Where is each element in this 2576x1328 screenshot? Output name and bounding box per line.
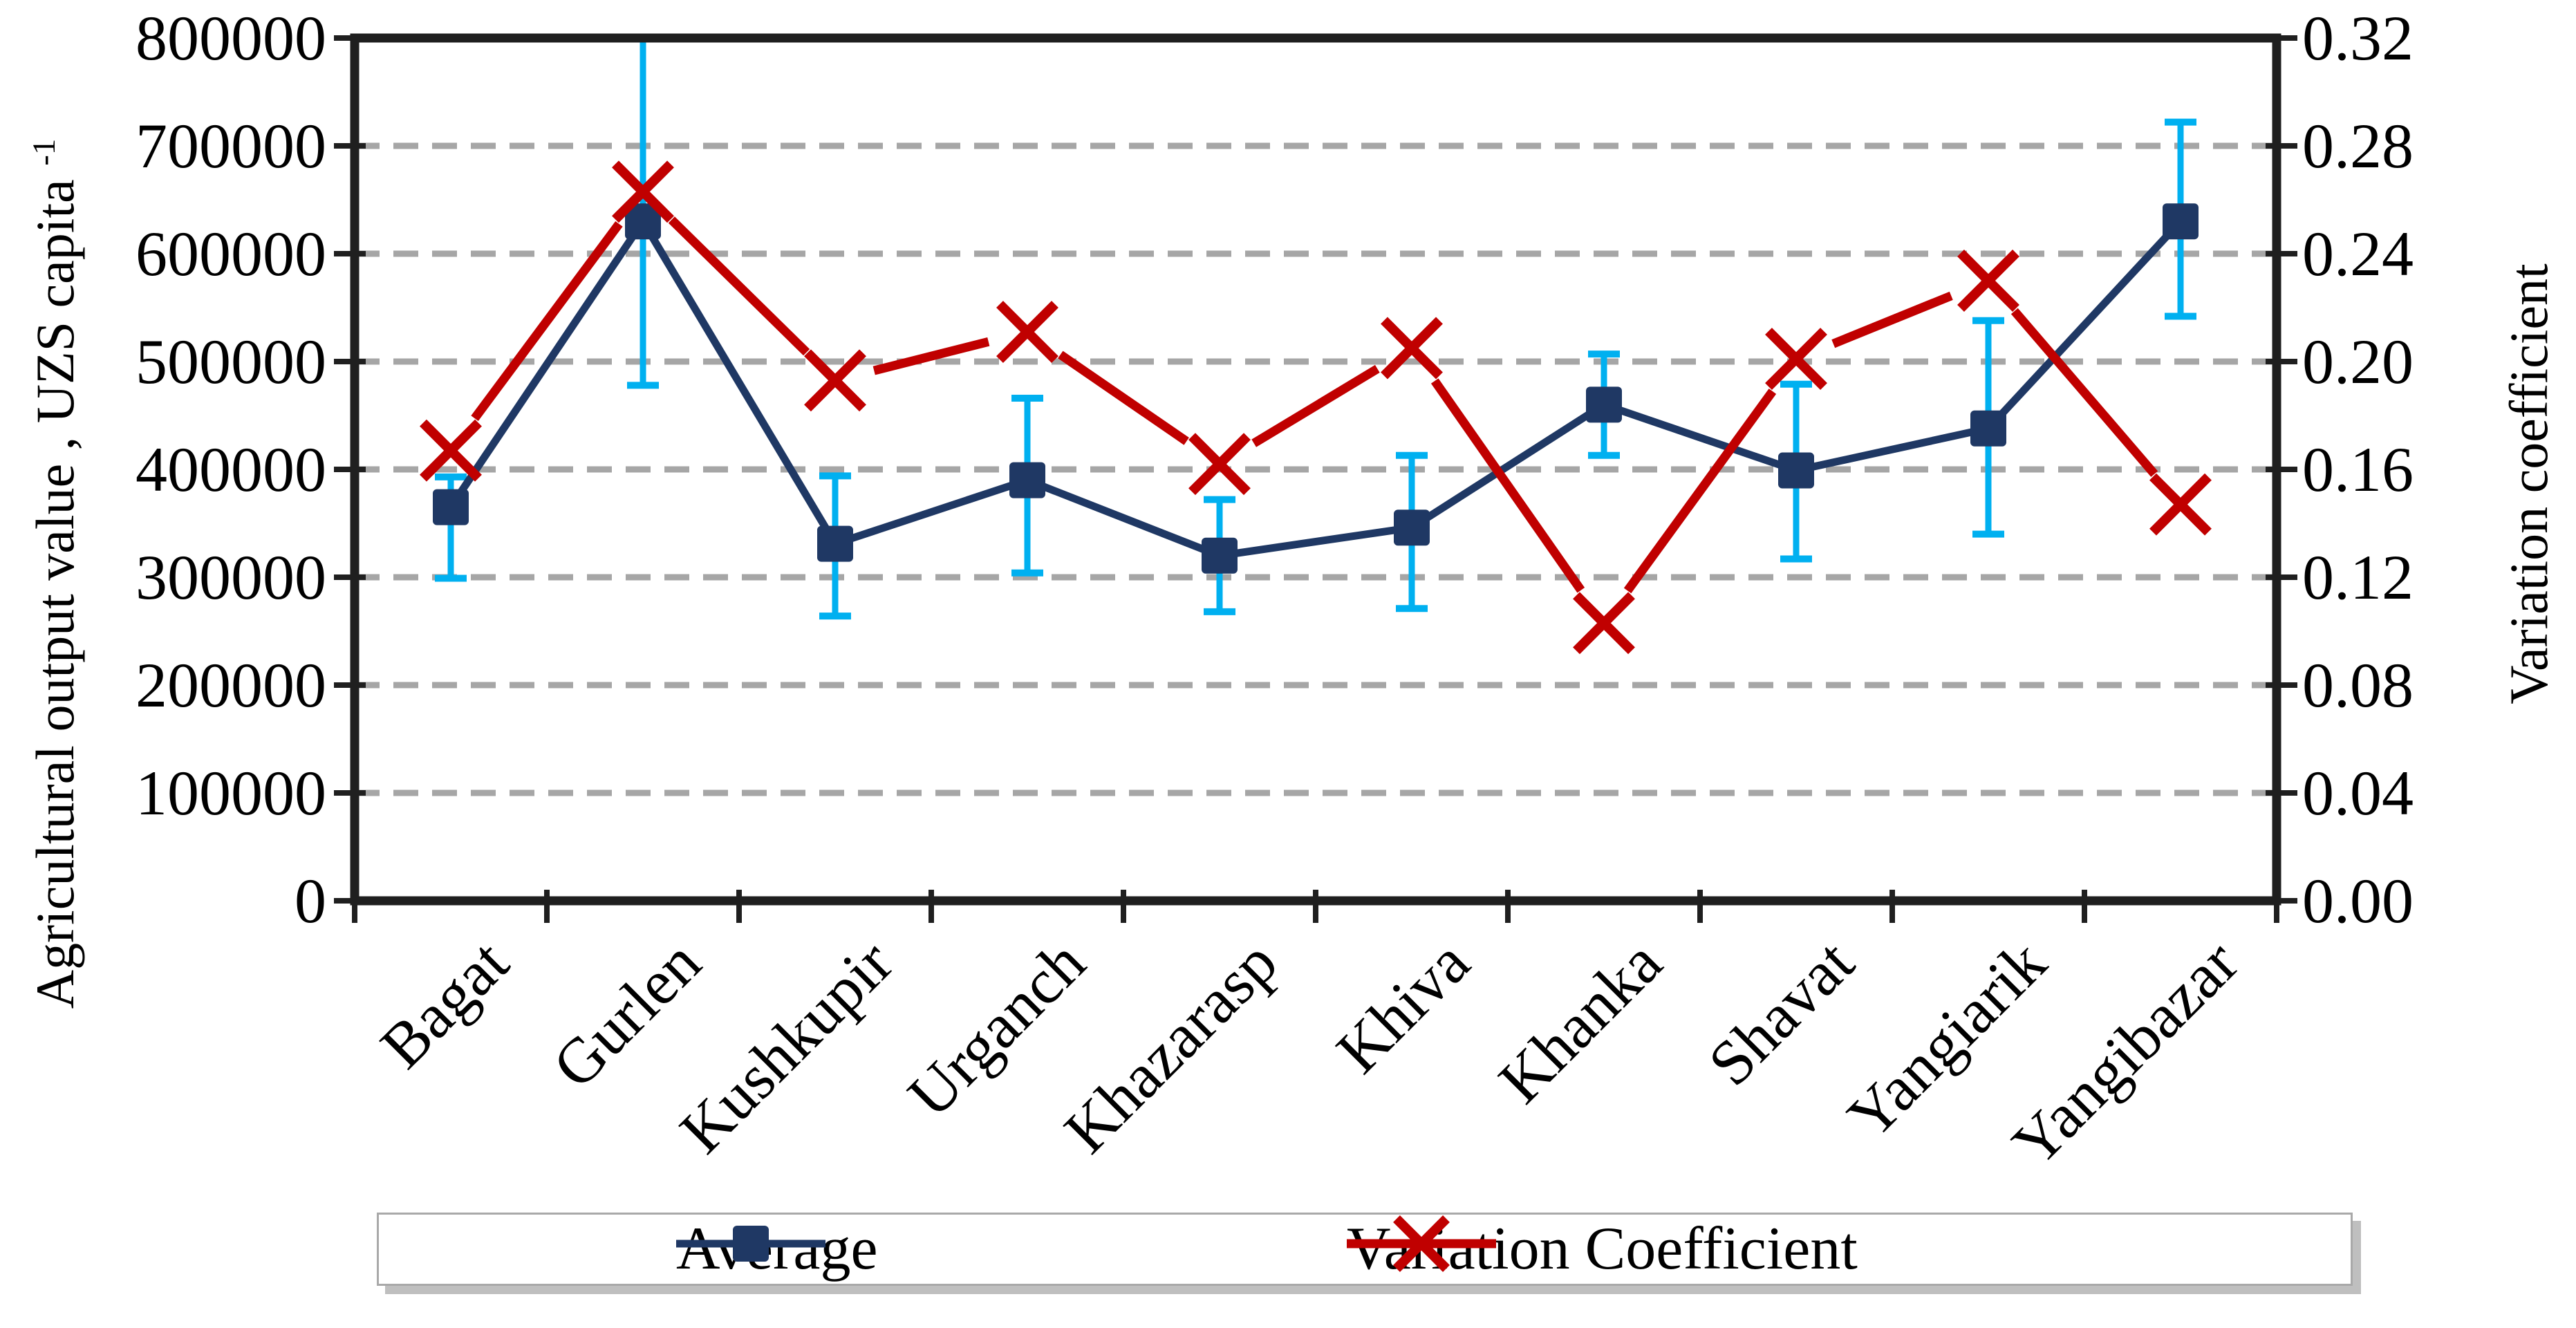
- variation-coefficient-point-marker: [2149, 473, 2212, 536]
- average-point-marker: [1202, 537, 1238, 574]
- y-axis-left-tick-label: 300000: [136, 542, 326, 612]
- average-series-marker-icon: [676, 1226, 825, 1262]
- y-axis-right-tick-label: 0.28: [2302, 111, 2414, 181]
- variation-coefficient-point-marker: [804, 349, 866, 412]
- variation-coefficient-series-line: [1831, 291, 1953, 348]
- variation-coefficient-series-line: [471, 221, 623, 422]
- average-point-marker: [1586, 386, 1622, 423]
- y-axis-right-tick-label: 0.08: [2302, 650, 2414, 720]
- average-point-marker: [1970, 410, 2006, 447]
- variation-coefficient-series-line: [872, 337, 990, 375]
- y-axis-right-tick-label: 0.20: [2302, 326, 2414, 397]
- variation-coefficient-series-line: [1623, 389, 1777, 594]
- y-axis-right-tick-label: 0.24: [2302, 218, 2414, 289]
- y-axis-left-tick-label: 100000: [136, 758, 326, 828]
- variation-coefficient-point-marker: [1573, 592, 1635, 655]
- y-axis-left-tick-label: 200000: [136, 650, 326, 720]
- variation-coefficient-point-marker: [1188, 433, 1251, 496]
- average-point-marker: [2163, 203, 2199, 240]
- variation-coefficient-point-marker: [1381, 317, 1443, 380]
- legend: Average Variation Coefficient: [377, 1213, 2353, 1286]
- y-axis-right-tick-label: 0.04: [2302, 758, 2414, 828]
- y-axis-right-tick-label: 0.00: [2302, 866, 2414, 936]
- y-axis-left-tick-label: 0: [295, 866, 326, 936]
- variation-coefficient-series-line: [1058, 350, 1189, 445]
- y-axis-left-tick-label: 600000: [136, 218, 326, 289]
- legend-item-average: Average: [676, 1215, 878, 1284]
- variation-coefficient-series-line: [2010, 308, 2158, 477]
- y-axis-left-tick-label: 700000: [136, 111, 326, 181]
- variation-coefficient-series-line: [1430, 378, 1585, 593]
- y-axis-left-tick-label: 400000: [136, 434, 326, 505]
- variation-coefficient-point-marker: [612, 160, 674, 223]
- average-point-marker: [1778, 452, 1814, 489]
- variation-coefficient-series-line: [668, 216, 810, 356]
- average-series-line: [447, 214, 2184, 560]
- y-axis-right-tick-label: 0.12: [2302, 542, 2414, 612]
- variation-coefficient-point-marker: [1957, 250, 2019, 312]
- average-point-marker: [817, 525, 853, 562]
- variation-coefficient-series-line: [1251, 364, 1380, 447]
- average-point-marker: [1394, 509, 1430, 546]
- y-axis-left-tick-label: 500000: [136, 326, 326, 397]
- variation-coefficient-series-marker-icon: [1347, 1215, 1496, 1272]
- legend-item-variation-coefficient: Variation Coefficient: [1347, 1215, 1858, 1284]
- average-point-marker: [625, 203, 661, 240]
- variation-coefficient-point-marker: [1765, 328, 1827, 391]
- average-point-marker: [1009, 462, 1045, 498]
- variation-coefficient-point-marker: [420, 419, 482, 482]
- average-point-marker: [433, 489, 469, 525]
- y-axis-left-tick-label: 800000: [136, 3, 326, 73]
- variation-coefficient-point-marker: [996, 301, 1058, 364]
- y-axis-right-tick-label: 0.16: [2302, 434, 2414, 505]
- legend-label-average: Average: [676, 1215, 878, 1282]
- y-axis-right-tick-label: 0.32: [2302, 3, 2414, 73]
